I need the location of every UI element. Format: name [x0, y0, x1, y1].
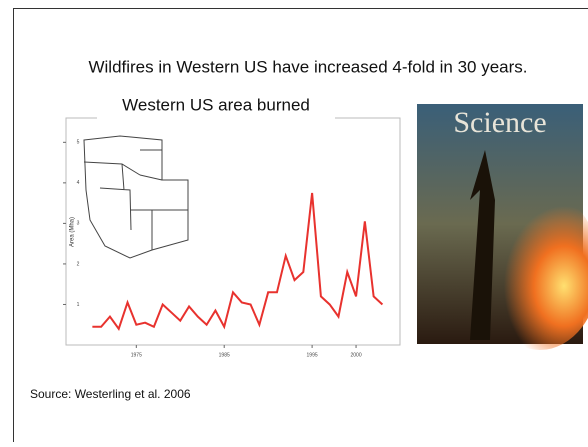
x-tick-label: 2000: [350, 352, 361, 358]
x-tick-label: 1985: [219, 352, 230, 358]
chart-image: [60, 112, 406, 369]
chart-title: Western US area burned: [122, 95, 310, 114]
cover-title: Science: [453, 106, 546, 139]
source: Source: Westerling et al. 2006: [30, 387, 191, 401]
y-tick-label: 3: [77, 221, 80, 227]
y-axis-label: Area (Mha): [70, 217, 76, 247]
y-tick-label: 2: [77, 261, 80, 267]
y-tick-label: 5: [77, 140, 80, 146]
x-tick-label: 1975: [131, 352, 142, 358]
slide-title: Wildfires in Western US have increased 4…: [88, 57, 527, 76]
y-tick-label: 4: [77, 180, 80, 186]
x-tick-label: 1995: [307, 352, 318, 358]
y-tick-label: 1: [77, 302, 80, 308]
